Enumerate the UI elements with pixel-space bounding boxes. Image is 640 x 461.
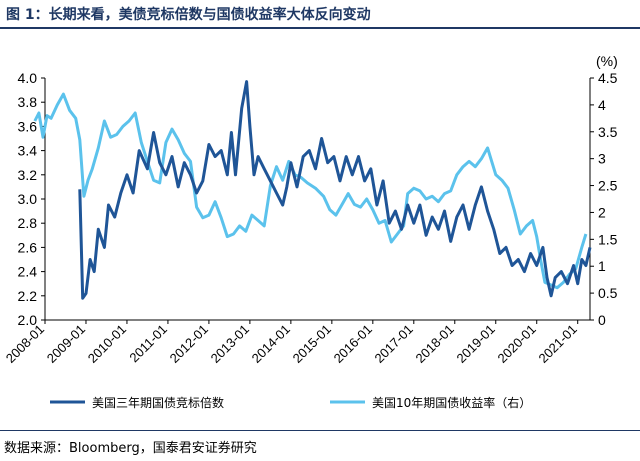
x-tick-label: 2015-01 [290, 322, 334, 366]
legend-label: 美国10年期国债收益率（右） [372, 395, 531, 410]
x-tick-label: 2011-01 [126, 322, 170, 366]
chart: 2.0 2.2 2.4 2.6 2.8 3.0 3.2 3.4 3.6 3.8 4.0 0 0.5 1 1… [3, 53, 618, 410]
source-note: 数据来源：Bloomberg，国泰君安证券研究 [4, 441, 257, 456]
x-tick-label: 2014-01 [249, 322, 293, 366]
right-tick-label: 3.5 [598, 124, 618, 140]
legend: 美国三年期国债竞标倍数 美国10年期国债收益率（右） [50, 395, 531, 410]
left-tick-label: 2.0 [18, 312, 38, 328]
series-line-auction-ratio [78, 80, 592, 300]
right-y-axis: 0 0.5 1 1.5 2 2.5 3 3.5 4 4.5(%) [589, 53, 618, 328]
x-tick-label: 2021-01 [535, 322, 579, 366]
right-tick-label: 3 [598, 151, 606, 167]
right-tick-label: 1.5 [598, 231, 618, 247]
figure-title: 图 1：长期来看，美债竞标倍数与国债收益率大体反向变动 [6, 7, 371, 23]
left-tick-label: 2.4 [18, 264, 38, 280]
right-tick-label: 0.5 [598, 285, 618, 301]
legend-label: 美国三年期国债竞标倍数 [92, 395, 224, 410]
series-layer [33, 80, 592, 300]
right-tick-label: 0 [598, 312, 606, 328]
x-tick-label: 2010-01 [85, 322, 129, 366]
left-tick-label: 2.2 [18, 288, 38, 304]
left-tick-label: 2.6 [18, 239, 38, 255]
right-tick-label: 2 [598, 204, 606, 220]
right-tick-label: 2.5 [598, 178, 618, 194]
right-axis-unit: (%) [596, 53, 618, 69]
left-tick-label: 4.0 [18, 70, 38, 86]
right-tick-label: 1 [598, 258, 606, 274]
x-tick-label: 2017-01 [372, 322, 416, 366]
footer-divider [0, 430, 640, 431]
left-y-axis: 2.0 2.2 2.4 2.6 2.8 3.0 3.2 3.4 3.6 3.8 4.0 [18, 70, 46, 328]
left-tick-label: 3.0 [18, 191, 38, 207]
left-tick-label: 3.4 [18, 143, 38, 159]
title-divider [0, 27, 640, 29]
right-tick-label: 4.5 [598, 70, 618, 86]
x-tick-label: 2013-01 [208, 322, 252, 366]
left-tick-label: 2.8 [18, 215, 38, 231]
series-line-10y-yield [33, 92, 588, 290]
x-tick-label: 2019-01 [454, 322, 498, 366]
left-tick-label: 3.8 [18, 94, 38, 110]
x-tick-label: 2016-01 [331, 322, 375, 366]
x-tick-label: 2020-01 [495, 322, 539, 366]
x-tick-label: 2018-01 [413, 322, 457, 366]
x-tick-label: 2008-01 [3, 322, 47, 366]
right-tick-label: 4 [598, 97, 606, 113]
left-tick-label: 3.2 [18, 167, 38, 183]
x-tick-label: 2012-01 [167, 322, 211, 366]
x-tick-label: 2009-01 [44, 322, 88, 366]
left-tick-label: 3.6 [18, 118, 38, 134]
x-axis: 2008-012009-012010-012011-012012-012013-… [3, 319, 590, 366]
